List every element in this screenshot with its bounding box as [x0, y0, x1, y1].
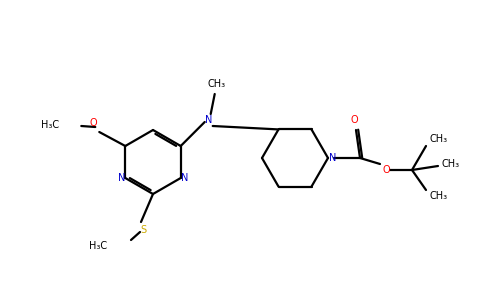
Text: N: N	[181, 173, 188, 183]
Text: CH₃: CH₃	[430, 191, 448, 201]
Text: CH₃: CH₃	[430, 134, 448, 144]
Text: CH₃: CH₃	[208, 79, 226, 89]
Text: H₃C: H₃C	[41, 120, 59, 130]
Text: S: S	[140, 225, 146, 235]
Text: H₃C: H₃C	[89, 241, 107, 251]
Text: N: N	[329, 153, 337, 163]
Text: O: O	[350, 115, 358, 125]
Text: O: O	[382, 165, 390, 175]
Text: N: N	[118, 173, 125, 183]
Text: O: O	[90, 118, 97, 128]
Text: N: N	[205, 115, 212, 125]
Text: CH₃: CH₃	[442, 159, 460, 169]
